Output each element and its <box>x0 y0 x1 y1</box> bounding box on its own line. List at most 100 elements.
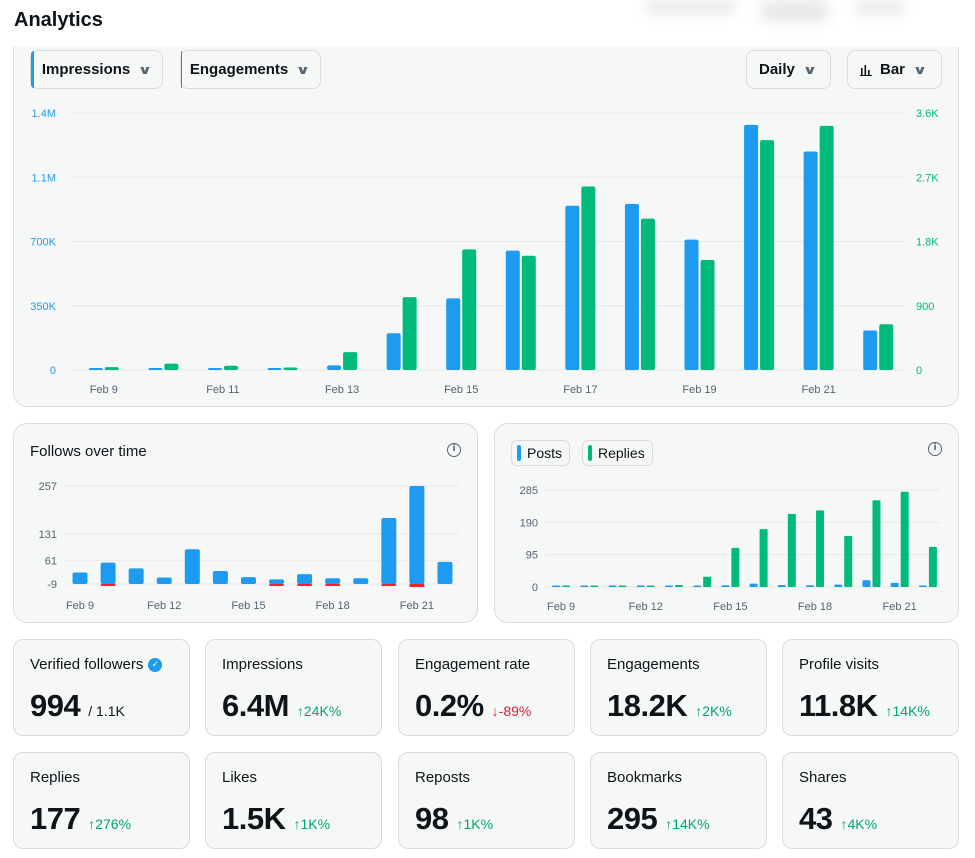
replies-bar <box>900 491 909 587</box>
stat-label: Impressions <box>222 656 303 673</box>
stat-label: Replies <box>30 769 80 786</box>
engagements-bar <box>521 255 536 370</box>
chart-type-select[interactable]: Bar ∨ <box>847 50 942 89</box>
x-axis-tick: Feb 21 <box>400 600 434 612</box>
replies-bar <box>872 500 881 587</box>
stat-label-text: Bookmarks <box>607 769 683 786</box>
stat-card-impressions[interactable]: Impressions 6.4M ↑24K% <box>205 639 382 736</box>
stat-value: 43 <box>799 801 833 836</box>
follows-bar <box>128 568 144 584</box>
stat-card-bookmarks[interactable]: Bookmarks 295 ↑14K% <box>590 752 767 849</box>
x-axis-tick: Feb 9 <box>90 384 118 396</box>
impressions-bar <box>207 368 222 370</box>
stat-card-likes[interactable]: Likes 1.5K ↑1K% <box>205 752 382 849</box>
stat-value: 11.8K <box>799 688 878 723</box>
x-axis-tick: Feb 21 <box>883 601 917 613</box>
follows-title: Follows over time <box>30 443 147 460</box>
period-select-label: Daily <box>759 61 795 78</box>
engagements-bar <box>819 125 834 370</box>
posts-bar <box>834 584 843 587</box>
stat-delta-value: 14K% <box>672 816 710 832</box>
stat-delta-value: 276% <box>95 816 132 832</box>
engagements-metric-select[interactable]: Engagements ∨ <box>180 50 321 89</box>
stat-card-engagements[interactable]: Engagements 18.2K ↑2K% <box>590 639 767 736</box>
arrow-up-icon: ↑ <box>665 816 673 832</box>
stat-delta-value: 2K% <box>702 703 732 719</box>
page-title: Analytics <box>14 9 103 31</box>
impressions-bar <box>565 205 580 370</box>
left-axis-tick: 0 <box>50 365 56 377</box>
impressions-bar <box>684 239 699 370</box>
engagements-select-label: Engagements <box>189 61 289 78</box>
stat-value: 0.2% <box>415 688 484 723</box>
stat-label: Profile visits <box>799 656 879 673</box>
period-select[interactable]: Daily ∨ <box>746 50 831 89</box>
stat-card-verified-followers[interactable]: Verified followers ✓ 994 / 1.1K <box>13 639 190 736</box>
stat-delta: ↑4K% <box>840 816 877 832</box>
replies-color-swatch <box>588 445 592 461</box>
posts-bar <box>806 585 815 587</box>
stat-value-row: 18.2K ↑2K% <box>607 688 732 724</box>
stat-card-engagement-rate[interactable]: Engagement rate 0.2% ↓-89% <box>398 639 575 736</box>
y-axis-tick: 0 <box>532 582 538 594</box>
replies-bar <box>674 584 683 587</box>
posts-bar <box>636 585 645 587</box>
impressions-color-swatch <box>31 51 34 88</box>
follows-bar <box>100 562 116 584</box>
engagements-bar <box>223 365 238 370</box>
stat-value-row: 295 ↑14K% <box>607 801 710 837</box>
follows-bar <box>184 549 200 584</box>
stat-delta-value: 24K% <box>303 703 342 719</box>
y-axis-tick: 61 <box>45 556 57 568</box>
replies-bar <box>618 585 627 587</box>
x-axis-tick: Feb 15 <box>713 601 747 613</box>
stat-label: Verified followers ✓ <box>30 656 163 673</box>
stat-delta: ↑1K% <box>456 816 493 832</box>
stat-total: / 1.1K <box>88 703 125 719</box>
replies-bar <box>703 576 712 587</box>
follows-bar <box>353 578 369 584</box>
stat-card-replies[interactable]: Replies 177 ↑276% <box>13 752 190 849</box>
posts-bar <box>552 585 561 587</box>
stat-delta: ↑14K% <box>665 816 709 832</box>
stat-label-text: Engagement rate <box>415 656 531 673</box>
arrow-down-icon: ↓ <box>491 703 499 719</box>
replies-bar <box>590 585 599 587</box>
bar-chart-icon <box>860 64 872 76</box>
engagements-bar <box>164 363 179 370</box>
x-axis-tick: Feb 15 <box>231 600 265 612</box>
impressions-bar <box>744 124 759 370</box>
unfollows-bar <box>100 584 116 586</box>
x-axis-tick: Feb 13 <box>325 384 359 396</box>
stat-card-reposts[interactable]: Reposts 98 ↑1K% <box>398 752 575 849</box>
stat-label-text: Reposts <box>415 769 471 786</box>
stat-label-text: Likes <box>222 769 258 786</box>
stat-value-row: 0.2% ↓-89% <box>415 688 531 724</box>
engagements-bar <box>104 367 119 370</box>
stat-value: 295 <box>607 801 658 836</box>
impressions-bar <box>267 368 282 370</box>
follows-chart: -9 61 131 257 Feb 9 Feb 12 Feb 15 Feb 18 Feb 21 <box>39 481 459 612</box>
posts-legend-toggle[interactable]: Posts <box>511 440 571 466</box>
impressions-metric-select[interactable]: Impressions ∨ <box>30 50 163 89</box>
replies-legend-toggle[interactable]: Replies <box>582 440 653 466</box>
x-axis-tick: Feb 21 <box>802 384 836 396</box>
impressions-bar <box>624 203 639 370</box>
stat-card-shares[interactable]: Shares 43 ↑4K% <box>782 752 959 849</box>
follows-bar <box>269 579 285 584</box>
posts-bar <box>777 584 786 587</box>
arrow-up-icon: ↑ <box>695 703 703 719</box>
info-icon[interactable]: i <box>447 443 461 457</box>
replies-bar <box>787 513 796 587</box>
stat-card-profile-visits[interactable]: Profile visits 11.8K ↑14K% <box>782 639 959 736</box>
follows-bar <box>212 571 228 584</box>
stat-label: Engagement rate <box>415 656 530 673</box>
follows-bar <box>437 561 453 584</box>
chevron-down-icon: ∨ <box>137 62 153 77</box>
engagements-bar <box>402 297 417 370</box>
unfollows-bar <box>269 584 285 586</box>
info-icon[interactable]: i <box>928 442 942 456</box>
engagements-bar <box>760 140 775 370</box>
blurred-header-controls <box>555 0 975 40</box>
left-axis-tick: 350K <box>30 301 56 313</box>
